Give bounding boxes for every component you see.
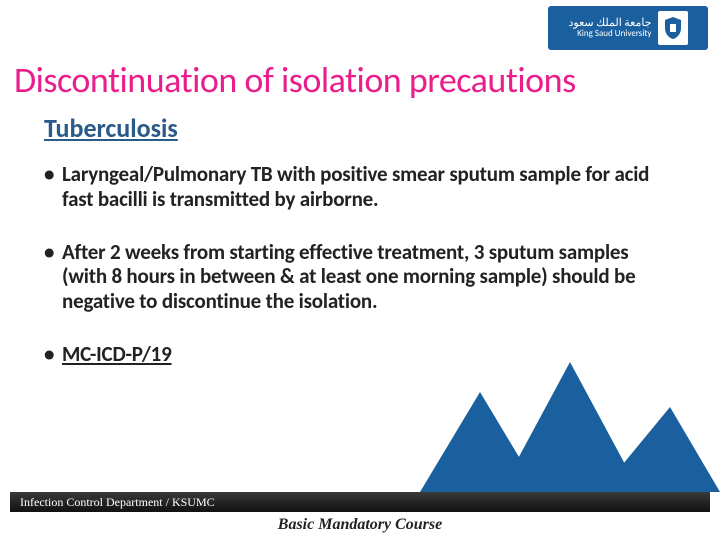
footer-bar: Infection Control Department / KSUMC [10, 492, 710, 512]
footer-course-name: Basic Mandatory Course [0, 516, 720, 534]
bullet-text: After 2 weeks from starting effective tr… [62, 240, 670, 314]
bullet-icon: • [44, 240, 62, 314]
slide-subtitle: Tuberculosis [44, 112, 178, 144]
list-item: • Laryngeal/Pulmonary TB with positive s… [44, 162, 670, 212]
shield-icon [658, 11, 688, 45]
mountains-graphic [420, 352, 720, 492]
bullet-text: Laryngeal/Pulmonary TB with positive sme… [62, 162, 670, 212]
logo-name-en: King Saud University [568, 29, 651, 39]
university-logo: جامعة الملك سعود King Saud University [548, 6, 708, 50]
bullet-icon: • [44, 342, 62, 367]
mountain-shape [600, 407, 720, 492]
bullet-icon: • [44, 162, 62, 212]
logo-text-block: جامعة الملك سعود King Saud University [568, 17, 651, 39]
slide-title: Discontinuation of isolation precautions [14, 58, 706, 102]
footer-department: Infection Control Department / KSUMC [20, 495, 215, 510]
list-item: • After 2 weeks from starting effective … [44, 240, 670, 314]
slide: جامعة الملك سعود King Saud University Di… [0, 0, 720, 540]
